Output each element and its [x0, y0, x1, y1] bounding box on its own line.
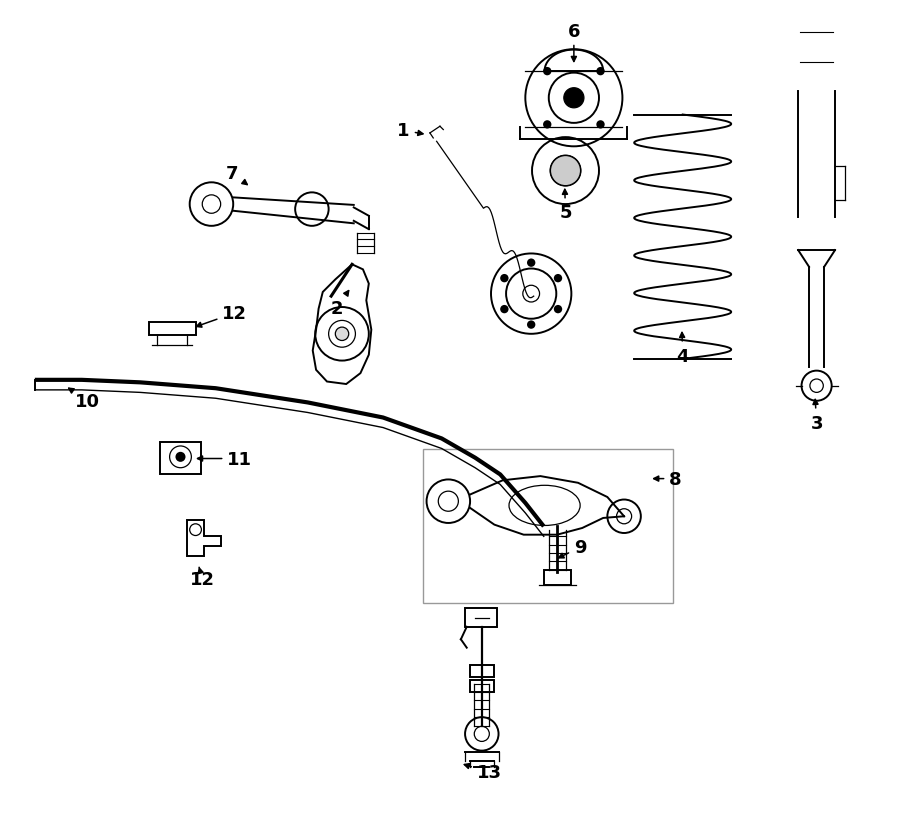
Bar — [465, 609, 497, 627]
Circle shape — [554, 275, 562, 283]
Circle shape — [563, 89, 584, 109]
Text: 8: 8 — [653, 470, 682, 488]
Bar — [470, 665, 493, 677]
Circle shape — [176, 452, 185, 462]
Text: 5: 5 — [559, 190, 572, 222]
Circle shape — [527, 321, 536, 329]
Text: 2: 2 — [330, 291, 348, 318]
Text: 4: 4 — [677, 333, 688, 365]
Circle shape — [500, 306, 508, 314]
Text: 10: 10 — [68, 389, 100, 410]
Bar — [160, 442, 201, 474]
Text: 1: 1 — [397, 122, 423, 140]
Text: 13: 13 — [464, 763, 502, 782]
Circle shape — [500, 275, 508, 283]
Text: 3: 3 — [810, 400, 823, 432]
Bar — [544, 570, 571, 585]
Text: 9: 9 — [559, 538, 587, 558]
Text: 11: 11 — [197, 450, 252, 468]
Circle shape — [543, 68, 552, 76]
Circle shape — [336, 328, 348, 341]
Circle shape — [551, 156, 580, 186]
Circle shape — [554, 306, 562, 314]
Circle shape — [597, 68, 605, 76]
Text: 6: 6 — [568, 23, 580, 63]
Bar — [470, 681, 493, 692]
Circle shape — [527, 259, 536, 268]
Circle shape — [543, 121, 552, 130]
Bar — [423, 450, 672, 604]
Text: 12: 12 — [190, 568, 215, 589]
Text: 12: 12 — [196, 304, 248, 328]
Text: 7: 7 — [226, 165, 248, 186]
Bar — [148, 323, 195, 335]
Circle shape — [597, 121, 605, 130]
